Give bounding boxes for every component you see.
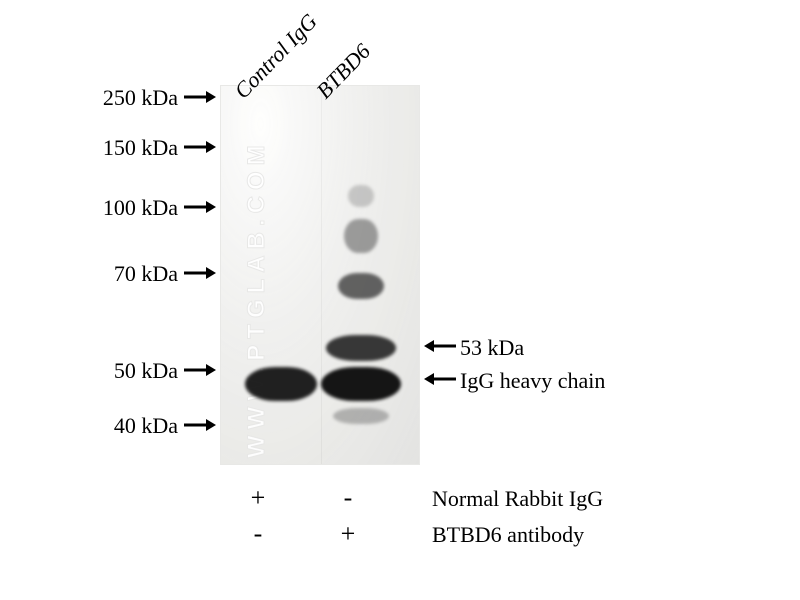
- mw-marker-label: 70 kDa: [78, 261, 178, 287]
- arrow-left-icon: [424, 339, 456, 353]
- blot-band: [333, 408, 389, 424]
- condition-row-label: Normal Rabbit IgG: [432, 486, 603, 512]
- right-annotation-label: IgG heavy chain: [460, 368, 605, 394]
- condition-symbol: +: [228, 483, 288, 513]
- blot-band: [245, 367, 317, 401]
- mw-marker-label: 150 kDa: [78, 135, 178, 161]
- condition-row-label: BTBD6 antibody: [432, 522, 584, 548]
- condition-symbol: +: [318, 519, 378, 549]
- blot-band: [348, 185, 374, 207]
- mw-marker-label: 50 kDa: [78, 358, 178, 384]
- arrow-left-icon: [424, 372, 456, 386]
- blot-image-panel: WWW.PTGLAB.COM: [220, 85, 420, 465]
- condition-symbol: -: [318, 483, 378, 513]
- blot-band: [338, 273, 384, 299]
- blot-band: [344, 219, 378, 253]
- ip-western-blot-figure: WWW.PTGLAB.COM Control IgG BTBD6 250 kDa…: [0, 0, 800, 600]
- lane-divider: [321, 86, 322, 464]
- condition-symbol: -: [228, 519, 288, 549]
- blot-band: [326, 335, 396, 361]
- mw-marker-label: 40 kDa: [78, 413, 178, 439]
- blot-background: [221, 86, 419, 464]
- mw-marker-label: 100 kDa: [78, 195, 178, 221]
- mw-marker-label: 250 kDa: [78, 85, 178, 111]
- blot-band: [321, 367, 401, 401]
- right-annotation-label: 53 kDa: [460, 335, 524, 361]
